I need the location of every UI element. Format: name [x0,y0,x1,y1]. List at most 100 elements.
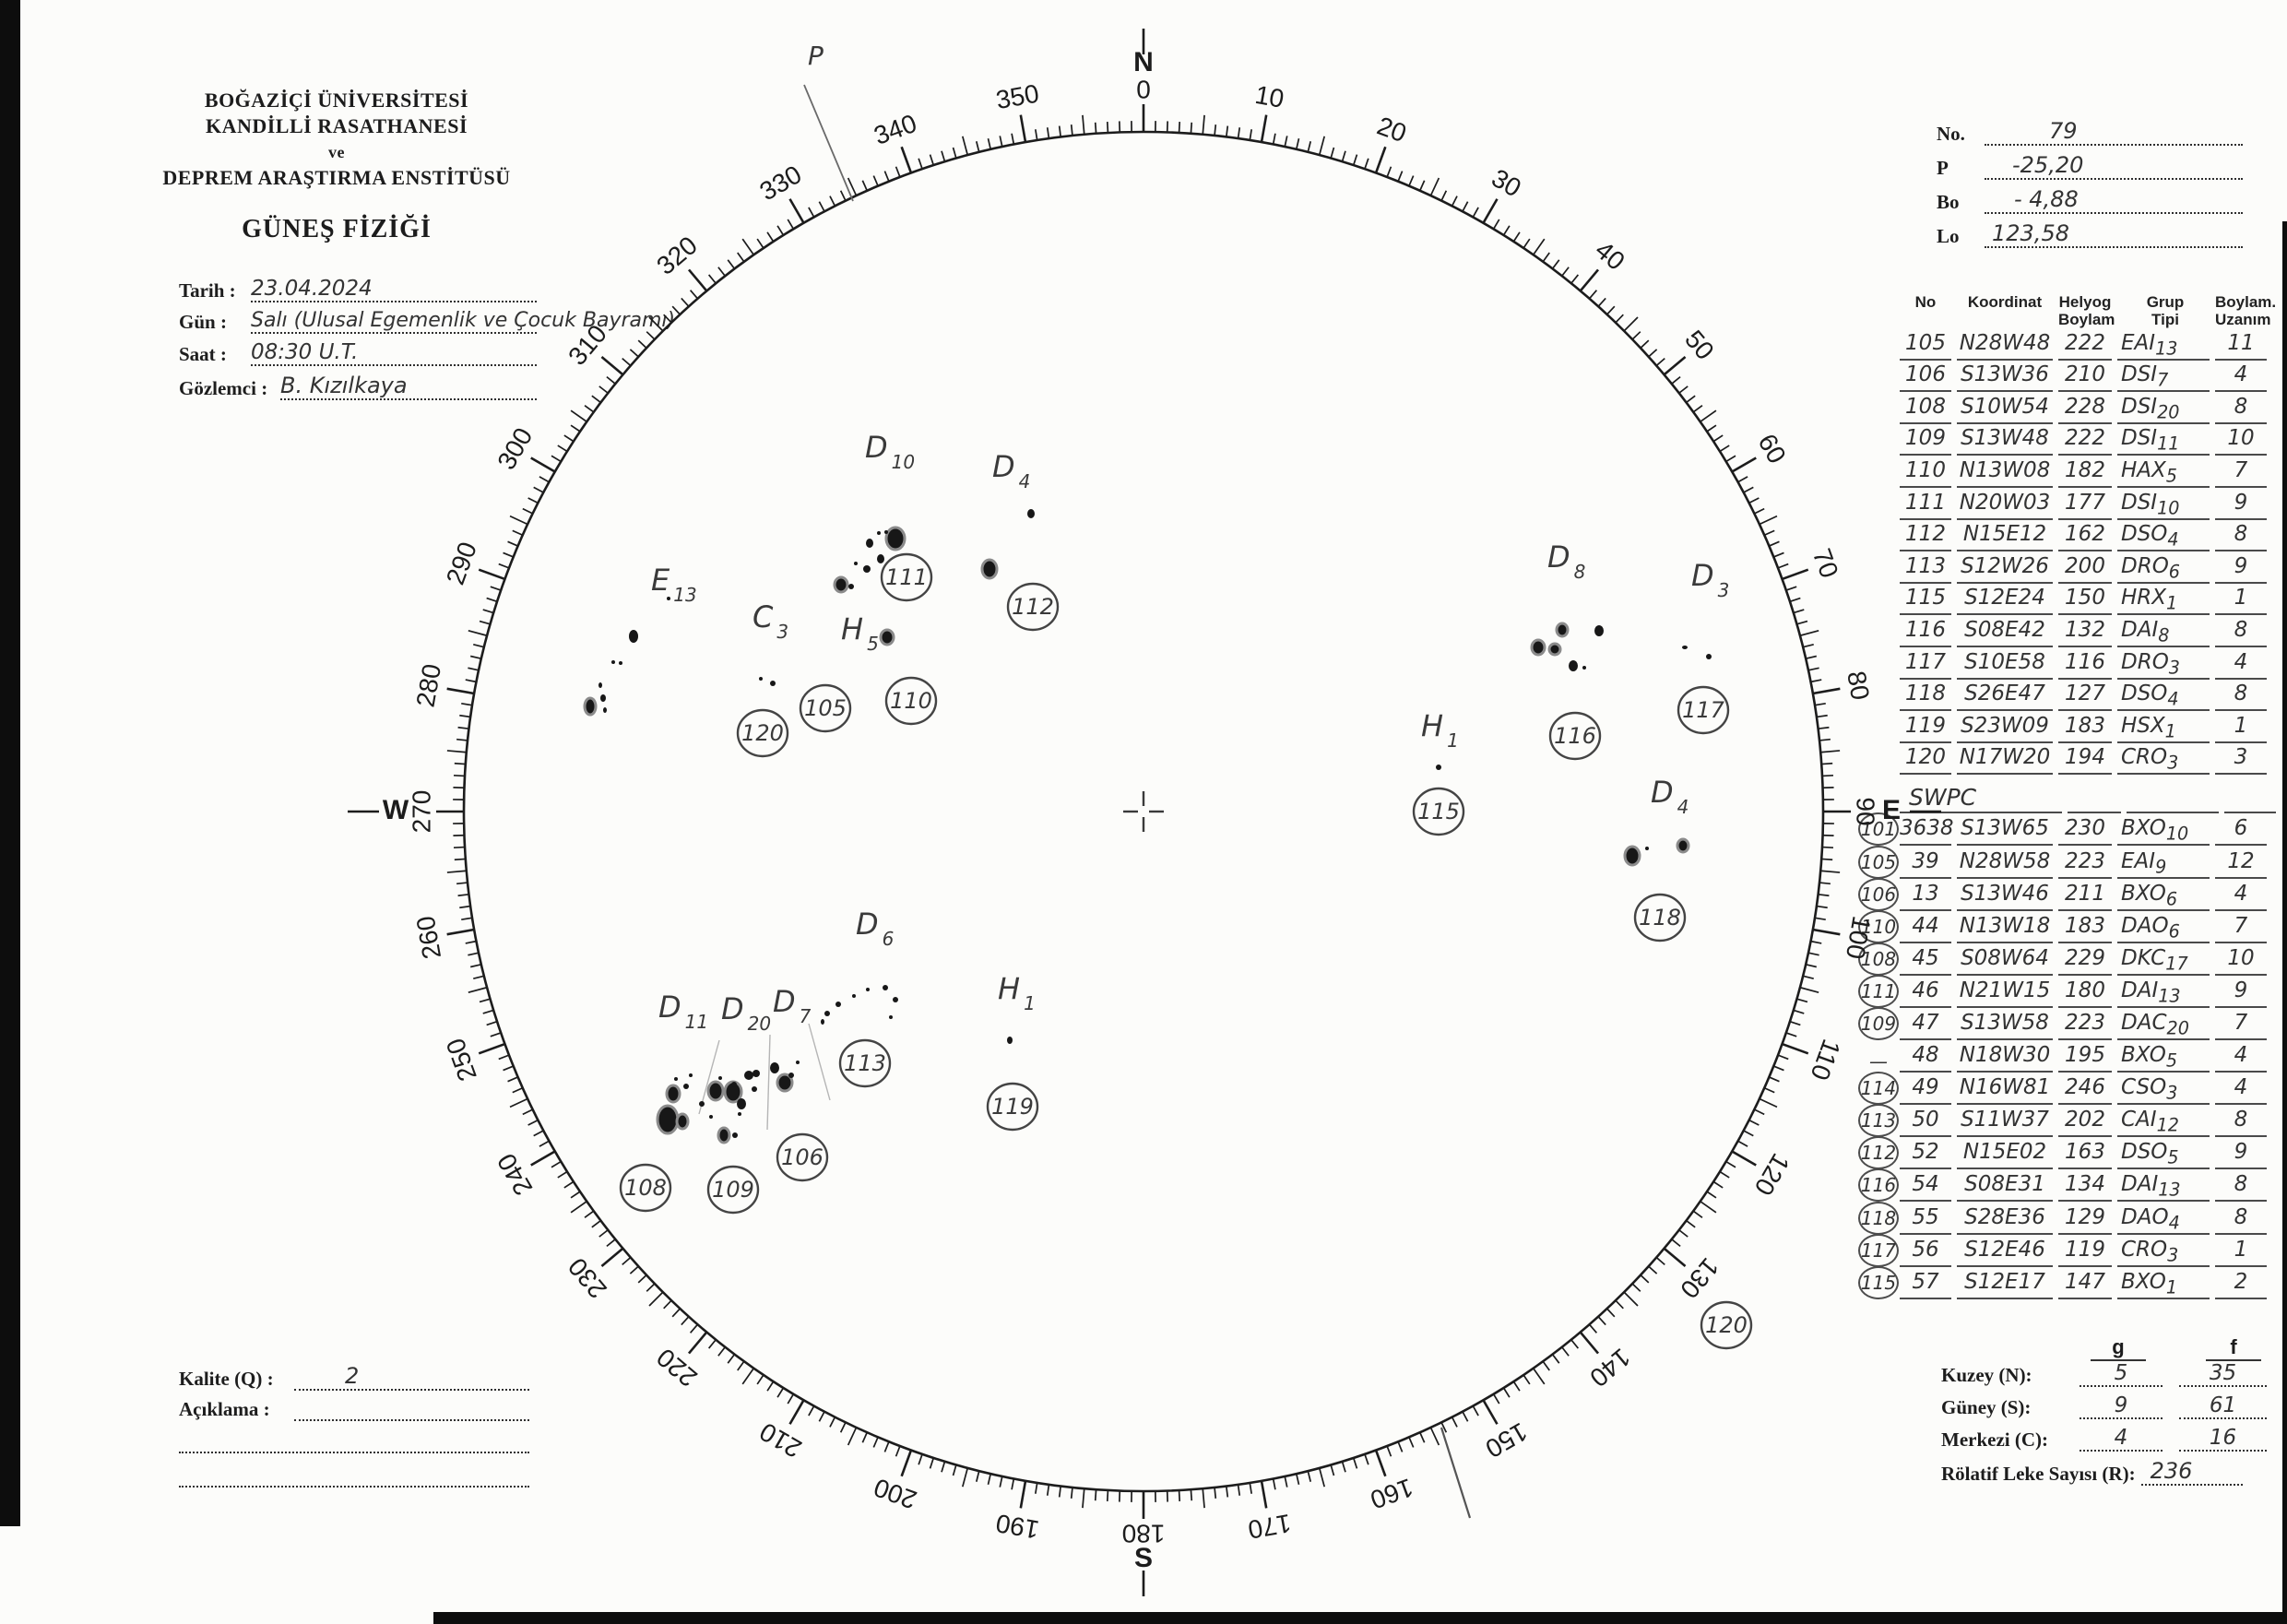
institution-header: BOĞAZİÇİ ÜNİVERSİTESİ KANDİLLİ RASATHANE… [129,88,544,244]
saat-value: 08:30 U.T. [251,340,359,364]
circled-ref-number: 115 [1858,1265,1899,1299]
group-number-circle [776,1132,829,1182]
sunspot [1682,646,1688,649]
table-row: 118 55 S28E36 129 DAO4 8 [1857,1201,2287,1235]
degree-tick [598,1229,609,1238]
table-cell: 8 [2215,1205,2267,1235]
group-number: 118 [1639,905,1681,931]
degree-tick [1429,1427,1440,1446]
degree-tick [1579,1331,1600,1355]
group-number: 109 [712,1177,754,1203]
degree-tick [1502,1387,1511,1398]
degree-tick [776,225,785,236]
sunspot-group-table: No Koordinat Helyog Boylam Grup Tipi Boyla… [1857,293,2287,1299]
group-number-circle [736,708,789,758]
degree-tick [465,940,477,944]
sunspot [1555,622,1570,638]
degree-tick [468,629,488,637]
degree-tick [1237,127,1241,139]
degree-tick [1712,434,1724,443]
table-cell: S12E17 [1957,1270,2053,1299]
degree-tick [788,1399,805,1425]
degree-tick [1318,1467,1326,1488]
degree-tick [1807,667,1819,671]
degree-tick [1597,1316,1606,1326]
sunspot [1623,845,1641,867]
table-cell: 200 [2058,554,2112,584]
sunspot [821,1019,824,1025]
table-cell: N15E02 [1957,1140,2053,1170]
degree-tick [671,305,681,315]
table-cell: CRO3 [2117,745,2210,776]
sunspot [1547,642,1562,657]
table-cell: S13W65 [1957,816,2053,847]
obs-params: No. 79 P -25,20 Bo - 4,88 Lo 123,58 [1937,118,2250,255]
kalite-value: 2 [345,1363,360,1389]
kandilli-ref: 106 [1857,877,1900,911]
degree-tick [1597,297,1606,307]
degree-tick [1671,375,1681,385]
degree-label: 40 [1590,235,1630,276]
sunspot [848,584,854,589]
table-cell: 116 [2058,650,2112,680]
degree-label: 230 [563,1252,612,1304]
degree-tick [1816,714,1828,718]
degree-tick [1440,190,1448,201]
degree-tick [1692,1210,1703,1218]
table-cell: S13W46 [1957,882,2053,911]
sunspot [619,661,622,665]
degree-tick [461,917,473,921]
degree-label-cardinal: 90 [1852,797,1880,825]
table-cell: 9 [2215,491,2267,520]
table-cell: DAC20 [2117,1011,2210,1040]
table-cell: 8 [2215,395,2267,424]
degree-tick [1202,1488,1205,1509]
degree-tick [1440,1422,1448,1433]
table-cell: DAO6 [2117,914,2210,943]
table-row: 106 13 S13W46 211 BXO6 4 [1857,877,2287,911]
table-row: 117 S10E58 116 DRO3 4 [1857,647,2287,680]
kandilli-ref: 101 [1857,812,1900,847]
degree-tick [1754,507,1765,515]
degree-tick [1341,1461,1346,1473]
sunspot [1530,638,1546,657]
degree-tick [883,171,890,182]
table-row: 105 N28W48 222 EAI13 11 [1857,328,2287,361]
table-cell: 194 [2058,745,2112,776]
group-number-circle [1700,1300,1753,1350]
table-cell: 8 [2215,682,2267,712]
table-cell: CAI12 [2117,1108,2210,1138]
degree-label: 330 [754,160,806,206]
degree-tick [1799,629,1819,637]
table-cell: 202 [2058,1108,2112,1138]
institution-line1: BOĞAZİÇİ ÜNİVERSİTESİ [204,89,469,112]
degree-tick [600,355,624,376]
table-cell: DSO4 [2117,522,2210,552]
table-cell: 50 [1900,1108,1951,1138]
bo-label: Bo [1937,191,1960,213]
degree-tick [941,1461,946,1473]
col-header-no: No [1914,293,1937,311]
degree-tick [490,586,502,591]
table-row: 101 3638 S13W65 230 BXO10 6 [1857,812,2287,847]
degree-label-cardinal: 270 [407,790,435,834]
degree-tick [861,1431,869,1443]
table-cell: DKC17 [2117,946,2210,976]
sunspot [665,1084,681,1104]
table-cell: N15E12 [1957,522,2053,552]
degree-tick [1816,905,1828,909]
degree-tick [1777,563,1789,569]
degree-tick [1812,687,1841,695]
degree-tick [479,620,491,625]
degree-tick [479,998,491,1003]
table-cell: 8 [2215,522,2267,552]
degree-tick [727,259,736,269]
table-cell: S13W36 [1957,362,2053,393]
sunspot [744,1071,753,1080]
table-cell: DAI13 [2117,1172,2210,1203]
degree-tick [1570,274,1580,284]
degree-tick [847,177,858,196]
degree-tick [1773,1065,1784,1072]
